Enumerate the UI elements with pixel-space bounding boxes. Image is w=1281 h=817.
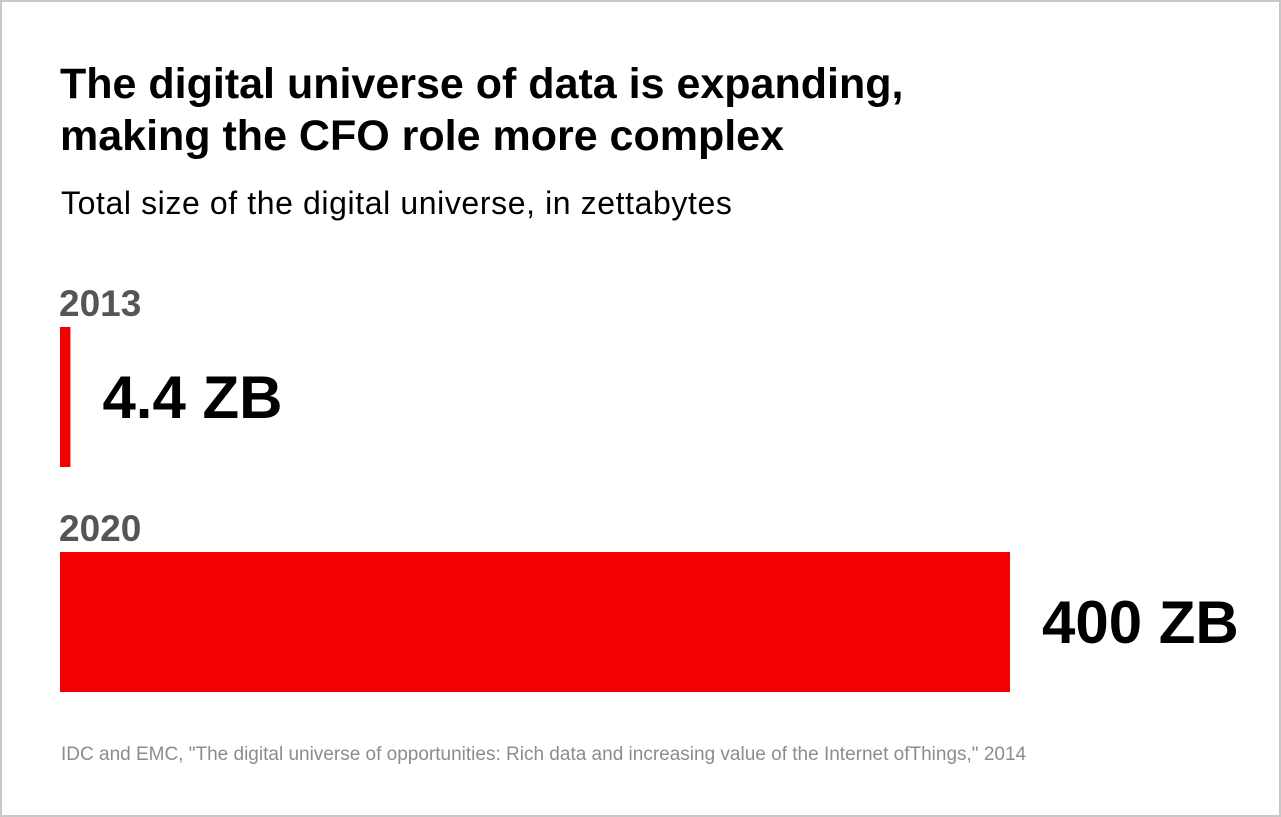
chart-subtitle: Total size of the digital universe, in z… xyxy=(61,185,733,221)
value-label-2013: 4.4 ZB xyxy=(102,364,282,431)
source-note: IDC and EMC, "The digital universe of op… xyxy=(61,744,1027,765)
chart-title-line-1: The digital universe of data is expandin… xyxy=(60,60,904,108)
bar-2013 xyxy=(60,327,71,467)
value-label-2020: 400 ZB xyxy=(1042,589,1239,656)
bar-2020 xyxy=(60,552,1010,692)
chart-title: The digital universe of data is expandin… xyxy=(60,58,1210,162)
year-label-2013: 2013 xyxy=(59,283,141,324)
year-label-2020: 2020 xyxy=(59,508,141,549)
chart-title-line-2: making the CFO role more complex xyxy=(60,112,785,160)
